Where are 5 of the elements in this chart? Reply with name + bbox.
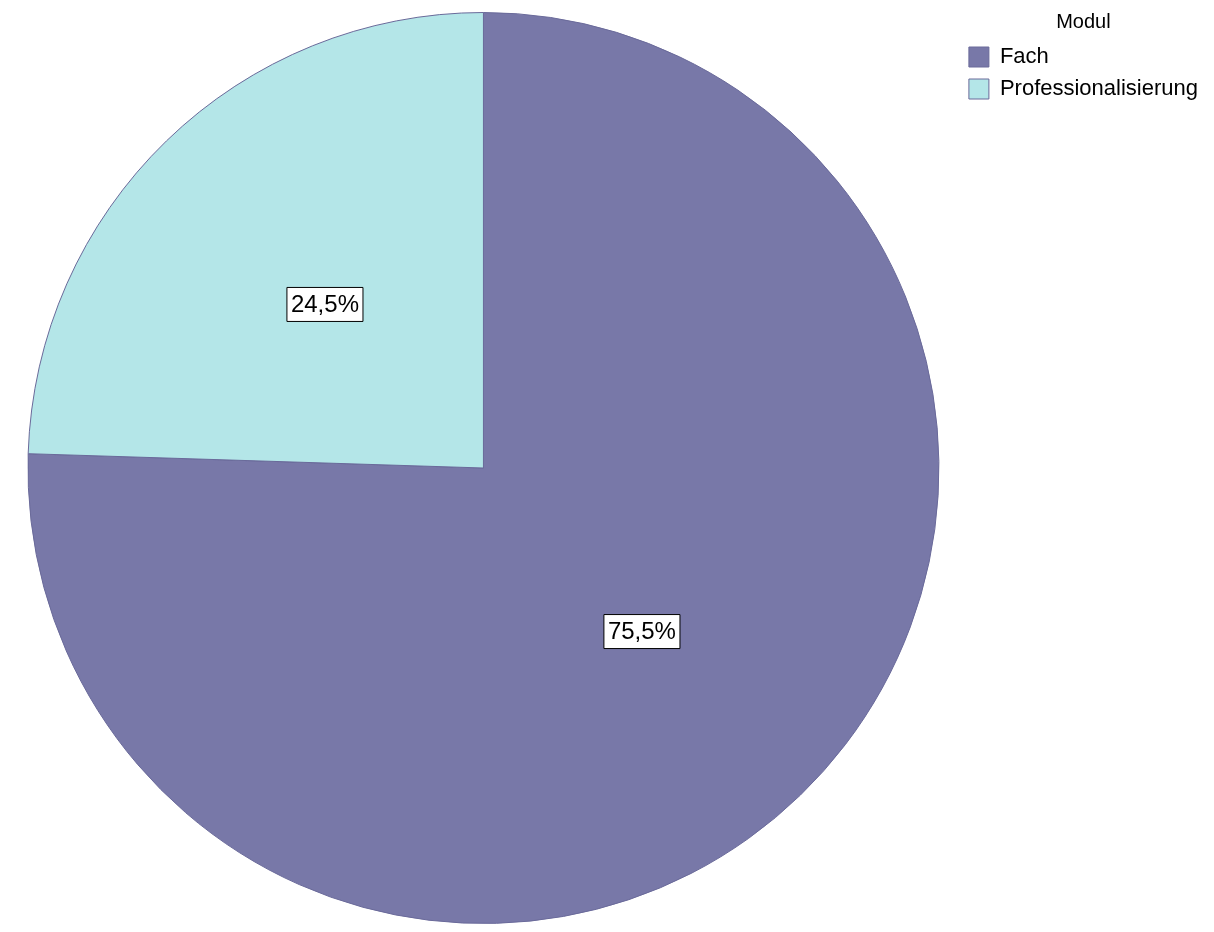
legend-label: Fach (999, 43, 1049, 69)
data-label: 24,5% (290, 290, 359, 318)
data-label: 75,5% (607, 617, 676, 645)
legend-label: Professionalisierung (999, 75, 1198, 101)
legend-title: Modul (1056, 9, 1111, 32)
